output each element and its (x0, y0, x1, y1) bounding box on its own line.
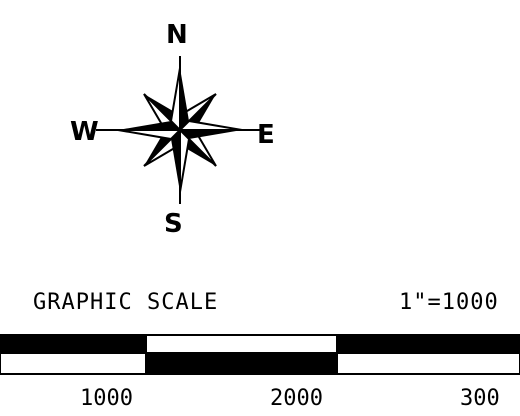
compass-rose-icon (96, 56, 264, 204)
scale-bar-segment (0, 352, 147, 375)
scale-label-3000: 300 (460, 386, 500, 411)
compass-north-label: N (166, 20, 188, 50)
scale-bar-segment (145, 333, 338, 354)
compass-west-label: W (70, 117, 99, 147)
graphic-scale-title: GRAPHIC SCALE (33, 290, 219, 315)
scale-label-1000: 1000 (80, 386, 133, 411)
scale-label-2000: 2000 (270, 386, 323, 411)
compass-east-label: E (257, 120, 275, 150)
compass-south-label: S (164, 209, 183, 239)
scale-bar-segment (146, 353, 337, 374)
scale-bar-segment (336, 352, 520, 375)
compass-cardinal-points (117, 67, 243, 193)
scale-ratio: 1"=1000 (399, 290, 499, 315)
scale-bar-segment (0, 334, 146, 353)
scale-bar-segment (337, 334, 520, 353)
scale-bar (0, 333, 520, 375)
compass-diagonal-points (143, 93, 217, 167)
compass-rose (60, 12, 300, 252)
